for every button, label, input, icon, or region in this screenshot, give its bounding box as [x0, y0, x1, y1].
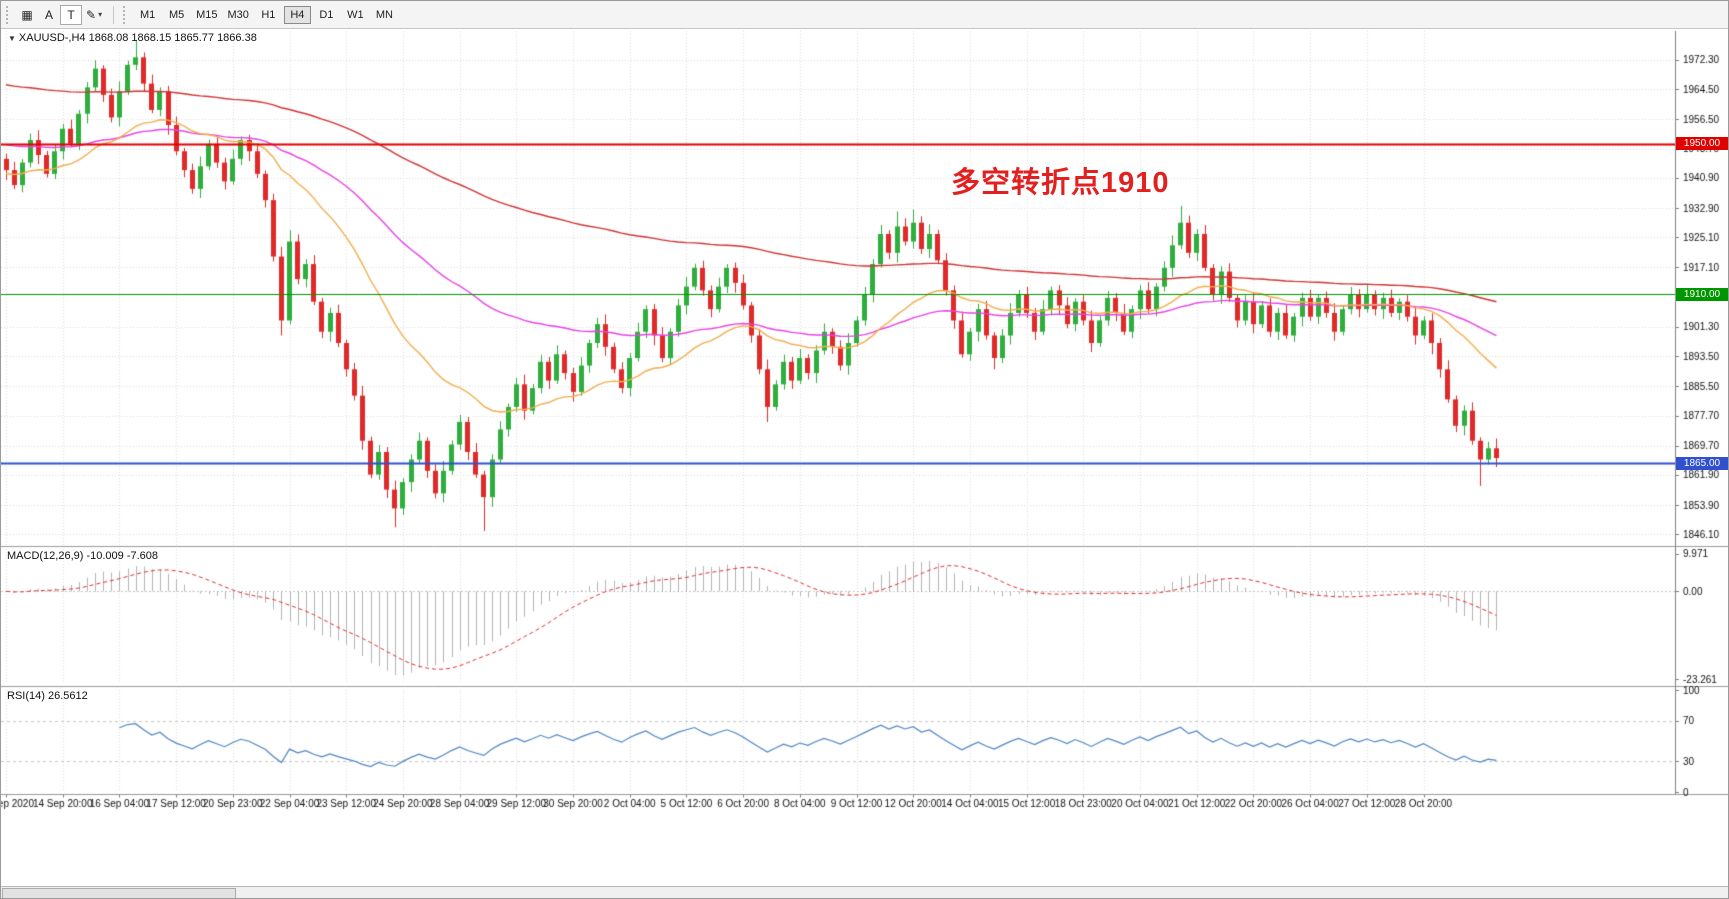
tool-group: ▦ A T ✎ ▾	[16, 4, 106, 25]
timeframe-button-m1[interactable]: M1	[134, 6, 161, 24]
symbol-ohlc-label: ▼ XAUUSD-,H4 1868.08 1868.15 1865.77 1866…	[8, 32, 257, 44]
timeframe-button-w1[interactable]: W1	[342, 6, 369, 24]
text-tool-button[interactable]: T	[60, 4, 82, 25]
toolbar-separator	[113, 5, 115, 24]
timeframe-button-m30[interactable]: M30	[223, 6, 252, 24]
toolbar-grip	[123, 5, 128, 24]
scrollbar-thumb[interactable]	[2, 888, 236, 898]
cursor-a-button[interactable]: A	[38, 5, 60, 25]
symbol-dropdown-icon[interactable]: ▼	[8, 34, 16, 43]
macd-label: MACD(12,26,9) -10.009 -7.608	[7, 550, 159, 562]
timeframe-button-mn[interactable]: MN	[371, 6, 398, 24]
caret-down-icon: ▾	[98, 10, 103, 19]
draw-tool-button[interactable]: ✎ ▾	[82, 5, 106, 25]
toolbar-grip	[6, 5, 11, 24]
horizontal-scrollbar[interactable]	[1, 886, 1728, 898]
timeframe-button-m15[interactable]: M15	[192, 6, 221, 24]
charts-profile-button[interactable]: ▦	[16, 5, 38, 25]
price-label-1865: 1865.00	[1676, 456, 1728, 470]
text-tool-icon: T	[67, 7, 75, 22]
timeframe-button-h4[interactable]: H4	[283, 5, 311, 24]
ohlc-values: 1868.08 1868.15 1865.77 1866.38	[88, 32, 257, 44]
draw-tool-icon: ✎	[86, 7, 97, 22]
charts-profile-icon: ▦	[21, 7, 33, 22]
timeframe-button-m5[interactable]: M5	[163, 6, 190, 24]
timeframe-group: M1 M5 M15 M30 H1 H4 D1 W1 MN	[133, 5, 399, 24]
price-label-1950: 1950.00	[1676, 137, 1728, 151]
timeframe-button-h1[interactable]: H1	[255, 6, 282, 24]
chart-annotation[interactable]: 多空转折点1910	[951, 167, 1170, 199]
chart-canvas[interactable]	[1, 29, 1728, 886]
price-label-1910: 1910.00	[1676, 287, 1728, 301]
cursor-a-icon: A	[44, 7, 53, 22]
symbol-name: XAUUSD-,H4	[18, 32, 86, 44]
timeframe-button-d1[interactable]: D1	[313, 6, 340, 24]
rsi-label: RSI(14) 26.5612	[7, 690, 88, 702]
top-toolbar: ▦ A T ✎ ▾ M1 M5 M15 M30 H1 H4 D1 W1 MN	[1, 1, 1728, 29]
